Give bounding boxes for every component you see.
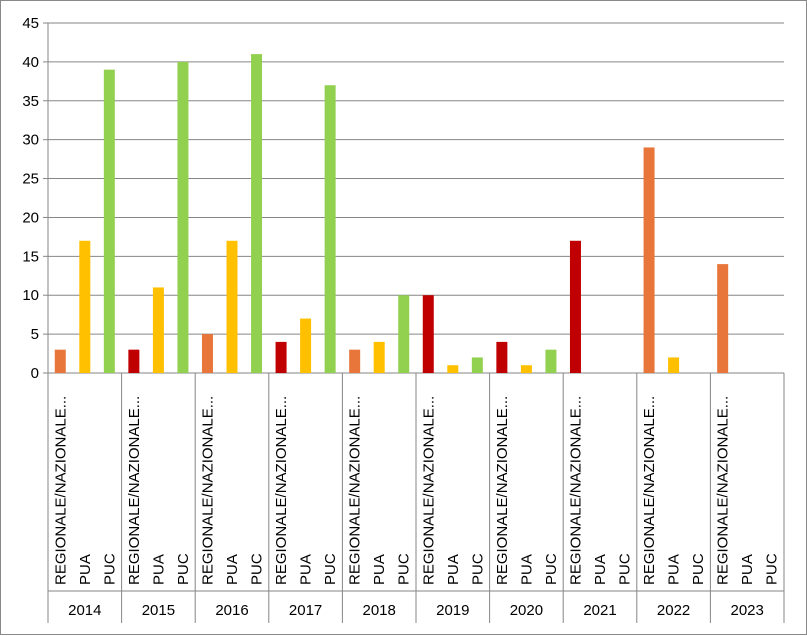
x-category-label: REGIONALE/NAZIONALE... bbox=[347, 396, 364, 585]
bar bbox=[569, 240, 581, 373]
bar bbox=[226, 240, 238, 373]
y-tick-label: 30 bbox=[22, 132, 39, 149]
y-tick-label: 15 bbox=[22, 248, 39, 265]
y-tick-label: 10 bbox=[22, 287, 39, 304]
bar bbox=[520, 365, 532, 373]
x-category-label: PUA bbox=[371, 554, 388, 585]
x-category-label: REGIONALE/NAZIONALE... bbox=[641, 396, 658, 585]
bar bbox=[422, 295, 434, 373]
bar bbox=[324, 85, 336, 373]
bar bbox=[471, 357, 483, 373]
x-category-label: PUA bbox=[224, 554, 241, 585]
x-category-label: PUC bbox=[690, 553, 707, 585]
bar bbox=[128, 349, 140, 373]
y-tick-label: 20 bbox=[22, 209, 39, 226]
bar bbox=[496, 341, 508, 373]
x-category-label: REGIONALE/NAZIONALE... bbox=[199, 396, 216, 585]
x-category-label: REGIONALE/NAZIONALE... bbox=[567, 396, 584, 585]
bar bbox=[251, 54, 263, 373]
x-group-label: 2022 bbox=[657, 602, 690, 619]
x-group-label: 2023 bbox=[731, 602, 764, 619]
x-category-label: PUA bbox=[739, 554, 756, 585]
x-category-label: PUC bbox=[396, 553, 413, 585]
x-group-label: 2017 bbox=[289, 602, 322, 619]
bar bbox=[54, 349, 66, 373]
x-group-label: 2018 bbox=[363, 602, 396, 619]
y-tick-label: 5 bbox=[31, 326, 39, 343]
x-category-label: PUC bbox=[764, 553, 781, 585]
x-category-label: PUC bbox=[101, 553, 118, 585]
x-category-label: PUA bbox=[77, 554, 94, 585]
x-category-label: REGIONALE/NAZIONALE... bbox=[715, 396, 732, 585]
x-category-label: PUA bbox=[150, 554, 167, 585]
x-category-label: PUA bbox=[518, 554, 535, 585]
bar bbox=[79, 240, 91, 373]
x-category-label: PUA bbox=[445, 554, 462, 585]
x-category-label: PUA bbox=[666, 554, 683, 585]
x-category-label: PUA bbox=[298, 554, 315, 585]
bar bbox=[447, 365, 459, 373]
y-tick-label: 25 bbox=[22, 171, 39, 188]
y-tick-label: 40 bbox=[22, 54, 39, 71]
x-group-label: 2021 bbox=[583, 602, 616, 619]
y-tick-label: 0 bbox=[31, 365, 39, 382]
bar bbox=[668, 357, 680, 373]
x-category-label: REGIONALE/NAZIONALE... bbox=[273, 396, 290, 585]
x-group-label: 2014 bbox=[68, 602, 101, 619]
x-category-label: PUC bbox=[322, 553, 339, 585]
bar bbox=[300, 318, 312, 373]
x-category-label: PUC bbox=[617, 553, 634, 585]
x-category-label: PUC bbox=[175, 553, 192, 585]
x-group-label: 2016 bbox=[215, 602, 248, 619]
bar bbox=[275, 341, 287, 373]
bar bbox=[717, 264, 729, 373]
x-category-label: PUC bbox=[249, 553, 266, 585]
bar bbox=[349, 349, 361, 373]
y-tick-label: 45 bbox=[22, 15, 39, 32]
x-category-label: REGIONALE/NAZIONALE... bbox=[494, 396, 511, 585]
bar bbox=[398, 295, 410, 373]
x-group-label: 2019 bbox=[436, 602, 469, 619]
x-group-label: 2015 bbox=[142, 602, 175, 619]
bar bbox=[103, 69, 115, 374]
x-category-label: PUC bbox=[543, 553, 560, 585]
x-category-label: REGIONALE/NAZIONALE... bbox=[126, 396, 143, 585]
bar bbox=[152, 287, 164, 373]
x-category-label: REGIONALE/NAZIONALE... bbox=[420, 396, 437, 585]
y-tick-label: 35 bbox=[22, 93, 39, 110]
bar bbox=[545, 349, 557, 373]
x-category-label: PUC bbox=[469, 553, 486, 585]
x-category-label: REGIONALE/NAZIONALE... bbox=[52, 396, 69, 585]
x-group-label: 2020 bbox=[510, 602, 543, 619]
bar bbox=[643, 147, 655, 373]
x-category-label: PUA bbox=[592, 554, 609, 585]
bar bbox=[373, 341, 385, 373]
bar bbox=[201, 334, 213, 373]
bar bbox=[177, 61, 189, 374]
